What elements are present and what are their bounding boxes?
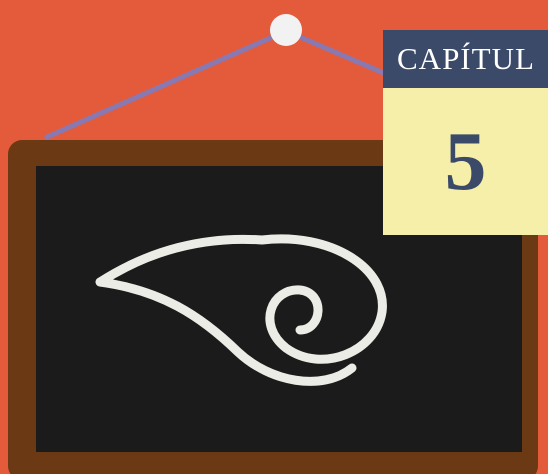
- chapter-label: CAPÍTUL: [383, 30, 548, 88]
- string: [286, 31, 395, 78]
- chapter-number: 5: [383, 88, 548, 235]
- pin: [270, 14, 302, 46]
- string: [45, 31, 286, 138]
- chapter-opener: CAPÍTUL 5: [0, 0, 548, 474]
